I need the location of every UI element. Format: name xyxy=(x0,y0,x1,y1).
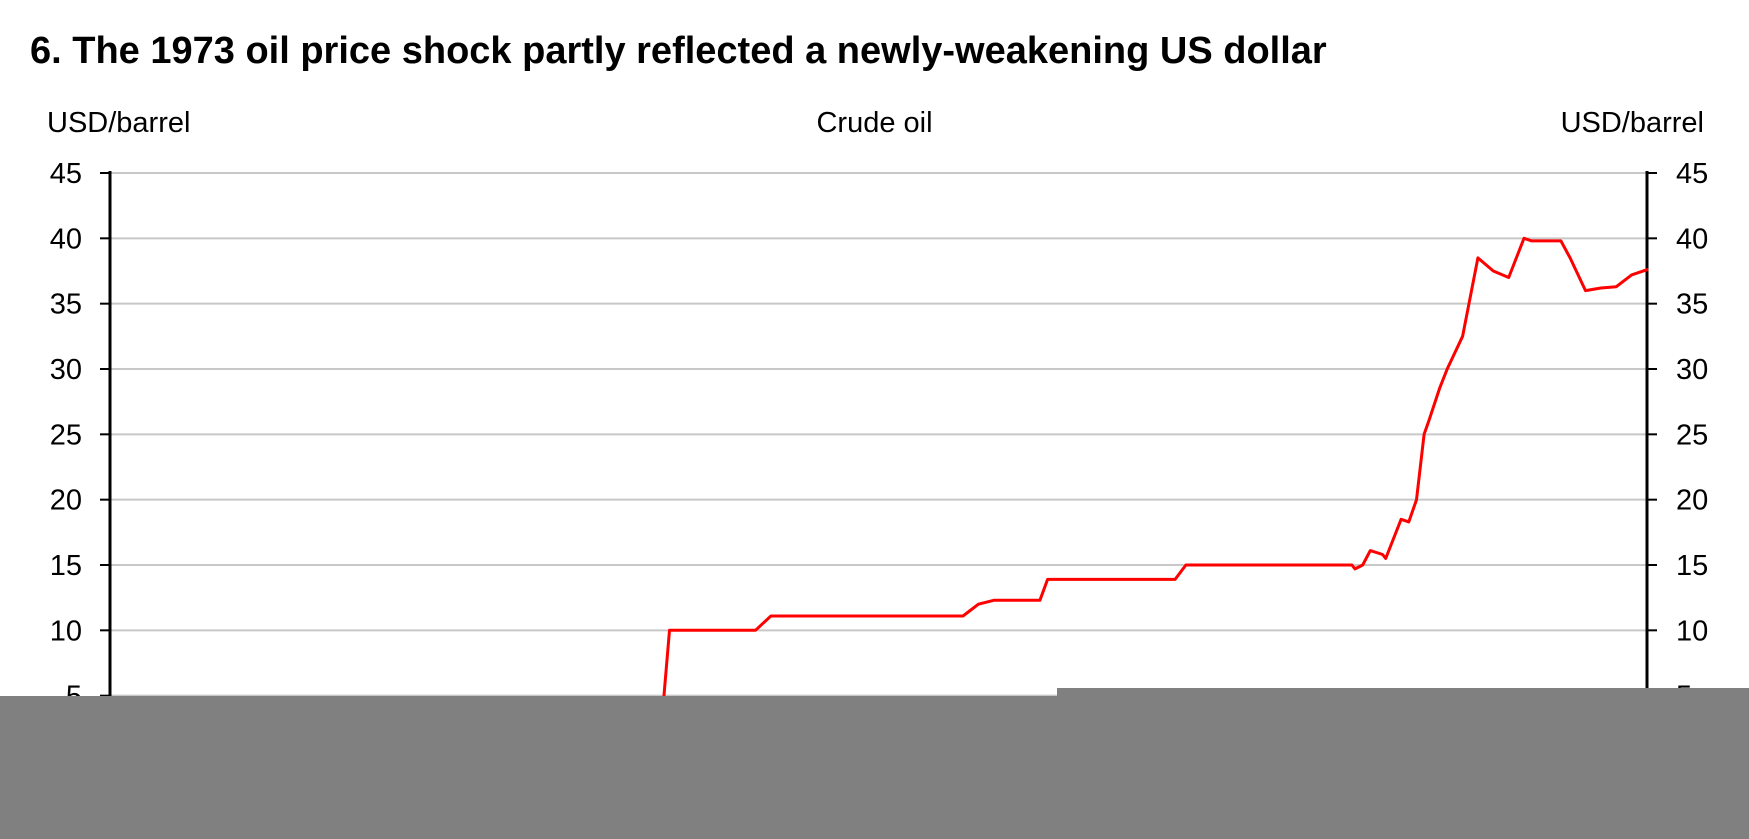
right-tick-label-45: 45 xyxy=(1676,158,1708,190)
chart-title: 6. The 1973 oil price shock partly refle… xyxy=(30,30,1327,72)
axes xyxy=(108,171,1649,761)
right-tick-label-40: 40 xyxy=(1676,223,1708,255)
left-tick-label-25: 25 xyxy=(50,419,82,451)
right-tick-label-30: 30 xyxy=(1676,354,1708,386)
left-axis-ticks: 45403530252015105 xyxy=(50,158,110,713)
left-tick-label-45: 45 xyxy=(50,158,82,190)
right-axis-ticks: 45403530252015105 xyxy=(1647,158,1708,713)
left-tick-label-15: 15 xyxy=(50,550,82,582)
series-label: Crude oil xyxy=(816,107,933,139)
series-group xyxy=(108,236,1649,719)
left-tick-label-10: 10 xyxy=(50,615,82,647)
gray-occlusion-block xyxy=(1057,688,1749,839)
right-tick-label-25: 25 xyxy=(1676,419,1708,451)
right-tick-label-10: 10 xyxy=(1676,615,1708,647)
left-axis-unit-label: USD/barrel xyxy=(47,107,191,139)
left-tick-label-30: 30 xyxy=(50,354,82,386)
right-axis-unit-label: USD/barrel xyxy=(1560,107,1704,139)
gridlines xyxy=(110,172,1647,697)
series-line-crude-oil xyxy=(108,236,1649,719)
right-tick-label-20: 20 xyxy=(1676,485,1708,517)
right-tick-label-35: 35 xyxy=(1676,289,1708,321)
left-tick-label-40: 40 xyxy=(50,223,82,255)
left-tick-label-20: 20 xyxy=(50,485,82,517)
left-tick-label-35: 35 xyxy=(50,289,82,321)
right-tick-label-15: 15 xyxy=(1676,550,1708,582)
